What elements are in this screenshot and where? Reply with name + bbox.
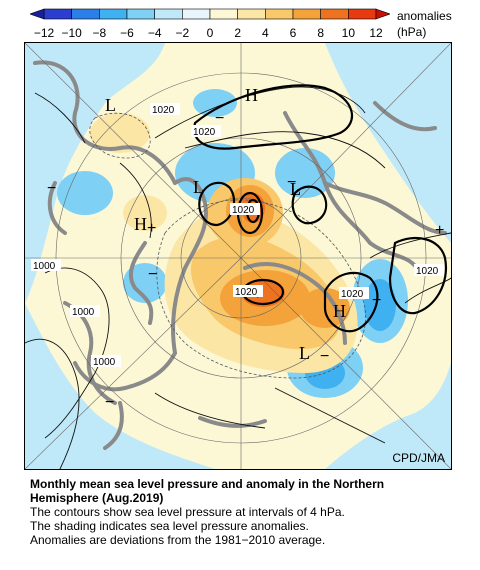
polar-map-canvas: L H L L H H L − − + + + − − + − − − bbox=[25, 43, 451, 469]
colorbar-tick-label: −4 bbox=[148, 26, 162, 40]
low-marker: L bbox=[193, 177, 204, 197]
colorbar-tick-label: 2 bbox=[234, 26, 241, 40]
contour-label: 1020 bbox=[193, 127, 216, 138]
contour-label: 1020 bbox=[235, 287, 258, 298]
contour-label: 1020 bbox=[232, 205, 255, 216]
contour-label: 1020 bbox=[416, 266, 439, 277]
colorbar-swatch bbox=[292, 8, 321, 20]
contour-label: 1000 bbox=[72, 307, 95, 318]
svg-text:−: − bbox=[320, 348, 329, 365]
caption-line2: The shading indicates sea level pressure… bbox=[30, 519, 309, 533]
colorbar-tick-label: 10 bbox=[342, 26, 356, 40]
colorbar-unit: anomalies (hPa) bbox=[397, 8, 452, 40]
colorbar-swatch bbox=[71, 8, 100, 20]
anomaly-zero-contours bbox=[89, 112, 366, 379]
colorbar-tick-label: 0 bbox=[207, 26, 214, 40]
pressure-contours bbox=[25, 86, 451, 469]
contour-label: 1020 bbox=[152, 105, 175, 116]
colorbar-tick-label: −10 bbox=[61, 26, 82, 40]
colorbar-left-arrow bbox=[30, 8, 45, 20]
high-marker: H bbox=[134, 214, 147, 234]
low-marker: L bbox=[299, 343, 310, 363]
svg-text:−: − bbox=[47, 180, 56, 197]
polar-map: L H L L H H L − − + + + − − + − − − bbox=[24, 42, 452, 470]
colorbar-swatch bbox=[154, 8, 183, 20]
colorbar-swatch bbox=[265, 8, 294, 20]
colorbar-tick-label: 8 bbox=[317, 26, 324, 40]
landmass-outlines bbox=[33, 60, 447, 450]
contour-labels: 1020 1020 1020 1020 1020 1020 1000 1000 … bbox=[31, 103, 444, 368]
figure-caption: Monthly mean sea level pressure and anom… bbox=[30, 477, 470, 547]
high-marker: H bbox=[333, 301, 346, 321]
colorbar-tick-label: −8 bbox=[92, 26, 106, 40]
colorbar-swatch bbox=[348, 8, 377, 20]
low-marker: L bbox=[105, 95, 116, 115]
colorbar-tick-label: −2 bbox=[175, 26, 189, 40]
colorbar-unit-line2: (hPa) bbox=[397, 25, 427, 39]
pressure-centers: L H L L H H L bbox=[105, 85, 346, 363]
colorbar-tick-label: 12 bbox=[369, 26, 383, 40]
colorbar-right-arrow bbox=[375, 8, 390, 20]
colorbar-tick-label: 4 bbox=[262, 26, 269, 40]
colorbar-swatch bbox=[182, 8, 211, 20]
svg-text:−: − bbox=[287, 174, 296, 191]
anomaly-colorbar: −12 −10 −8 −6 −4 −2 0 2 4 6 8 10 12 bbox=[30, 8, 390, 40]
svg-text:+: + bbox=[147, 220, 156, 237]
low-marker: L bbox=[290, 179, 301, 199]
svg-text:−: − bbox=[105, 394, 114, 411]
svg-text:−: − bbox=[372, 292, 381, 309]
colorbar-swatch bbox=[43, 8, 72, 20]
caption-line3: Anomalies are deviations from the 1981−2… bbox=[30, 533, 326, 547]
colorbar-tick-label: −6 bbox=[120, 26, 134, 40]
svg-text:−: − bbox=[215, 110, 224, 127]
contour-label: 1020 bbox=[341, 289, 364, 300]
colorbar-unit-line1: anomalies bbox=[397, 9, 452, 23]
svg-text:+: + bbox=[435, 222, 444, 239]
colorbar-swatches bbox=[43, 8, 377, 20]
high-marker: H bbox=[245, 85, 258, 105]
colorbar-swatch bbox=[99, 8, 128, 20]
colorbar-tick-label: 6 bbox=[290, 26, 297, 40]
credit-label: CPD/JMA bbox=[392, 451, 445, 465]
colorbar-swatch bbox=[320, 8, 349, 20]
contour-label: 1000 bbox=[33, 261, 56, 272]
colorbar-swatch bbox=[237, 8, 266, 20]
caption-title-line2: Hemisphere (Aug.2019) bbox=[30, 491, 164, 505]
contour-label: 1000 bbox=[93, 357, 116, 368]
colorbar-tick-label: −12 bbox=[34, 26, 55, 40]
caption-line1: The contours show sea level pressure at … bbox=[30, 505, 345, 519]
colorbar-ticks: −12 −10 −8 −6 −4 −2 0 2 4 6 8 10 12 bbox=[34, 26, 383, 40]
colorbar-swatch bbox=[126, 8, 155, 20]
svg-text:−: − bbox=[148, 266, 157, 283]
colorbar-swatch bbox=[209, 8, 238, 20]
caption-title-line1: Monthly mean sea level pressure and anom… bbox=[30, 477, 385, 491]
graticule bbox=[25, 43, 451, 469]
